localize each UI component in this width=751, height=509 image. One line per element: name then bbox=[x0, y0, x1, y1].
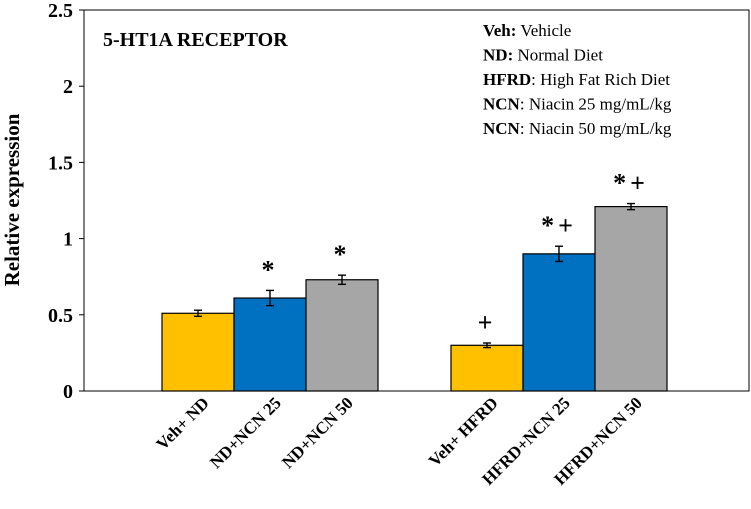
y-tick-label: 0 bbox=[63, 381, 73, 403]
legend-entry: HFRD: High Fat Rich Diet bbox=[483, 70, 670, 89]
legend-abbr: HFRD bbox=[483, 70, 531, 89]
legend: Veh: Vehicle ND: Normal Diet HFRD: High Fa… bbox=[483, 21, 672, 138]
legend-sep: : bbox=[531, 70, 536, 89]
y-axis-ticks: 0 0.5 1 1.5 2 2.5 bbox=[48, 0, 84, 403]
x-tick-label: ND+NCN 50 bbox=[278, 393, 357, 472]
legend-description: Niacin 25 mg/mL/kg bbox=[525, 95, 672, 114]
x-tick-label: Veh+ ND bbox=[153, 393, 213, 453]
bar bbox=[450, 344, 524, 392]
significance-mark: * bbox=[334, 240, 351, 269]
legend-abbr: NCN bbox=[483, 119, 521, 138]
x-tick-label: ND+NCN 25 bbox=[206, 393, 285, 472]
legend-abbr: NCN bbox=[483, 95, 521, 114]
legend-description: Normal Diet bbox=[513, 46, 603, 65]
y-tick-label: 0.5 bbox=[48, 305, 73, 327]
legend-description: Vehicle bbox=[516, 21, 571, 40]
y-tick-label: 1 bbox=[63, 229, 73, 251]
significance-mark: * bbox=[262, 255, 279, 284]
legend-sep: : bbox=[511, 21, 517, 40]
legend-entry: NCN: Niacin 25 mg/mL/kg bbox=[483, 95, 672, 114]
bar bbox=[522, 253, 596, 392]
y-tick-label: 2 bbox=[63, 76, 73, 98]
legend-entry: Veh: Vehicle bbox=[483, 21, 571, 40]
legend-abbr: Veh bbox=[483, 21, 511, 40]
bar bbox=[594, 205, 668, 392]
y-tick-label: 1.5 bbox=[48, 152, 73, 174]
legend-abbr: ND bbox=[483, 46, 508, 65]
significance-mark: + bbox=[478, 308, 497, 337]
x-tick-label: Veh+ HFRD bbox=[425, 393, 502, 470]
bar bbox=[305, 279, 379, 392]
bars: **+*+*+ bbox=[161, 169, 668, 392]
legend-sep: : bbox=[520, 119, 525, 138]
legend-entry: ND: Normal Diet bbox=[483, 46, 603, 65]
chart-title: 5-HT1A RECEPTOR bbox=[103, 29, 288, 51]
significance-mark: *+ bbox=[541, 211, 577, 240]
legend-description: Niacin 50 mg/mL/kg bbox=[525, 119, 672, 138]
y-tick-label: 2.5 bbox=[48, 0, 73, 22]
bar bbox=[233, 297, 307, 392]
bar bbox=[161, 312, 235, 392]
legend-description: High Fat Rich Diet bbox=[536, 70, 670, 89]
legend-entry: NCN: Niacin 50 mg/mL/kg bbox=[483, 119, 672, 138]
legend-sep: : bbox=[520, 95, 525, 114]
y-axis-label: Relative expression bbox=[0, 113, 24, 286]
legend-sep: : bbox=[508, 46, 514, 65]
significance-mark: *+ bbox=[613, 169, 649, 198]
